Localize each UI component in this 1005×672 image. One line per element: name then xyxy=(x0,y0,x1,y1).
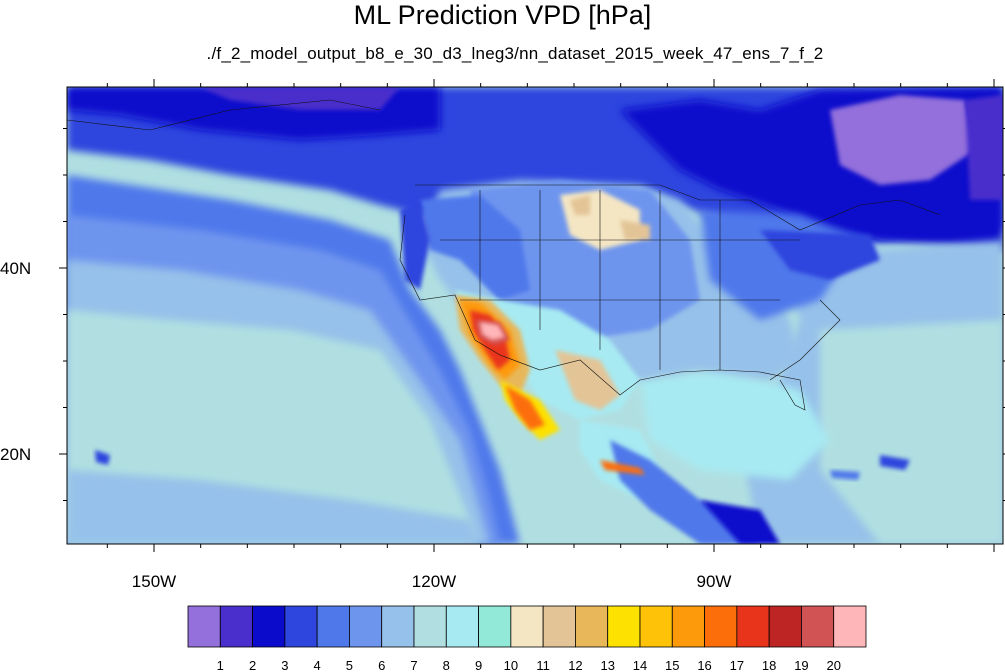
colorbar-label: 19 xyxy=(794,658,808,672)
colorbar-swatch xyxy=(478,605,512,648)
colorbar-label: 17 xyxy=(730,658,744,672)
colorbar-swatch xyxy=(187,605,221,648)
colorbar-label: 15 xyxy=(665,658,679,672)
colorbar-swatch xyxy=(736,605,770,648)
lat-tick-label: 40N xyxy=(0,259,31,278)
colorbar-label: 7 xyxy=(410,658,417,672)
colorbar-label: 4 xyxy=(314,658,321,672)
colorbar-swatch xyxy=(349,605,383,648)
colorbar-swatch xyxy=(704,605,738,648)
colorbar-swatch xyxy=(671,605,705,648)
colorbar-swatch xyxy=(252,605,286,648)
colorbar-swatch xyxy=(284,605,318,648)
axis-labels: 40N 20N 150W 120W 90W xyxy=(0,259,731,591)
colorbar-label: 2 xyxy=(249,658,256,672)
colorbar-label: 8 xyxy=(443,658,450,672)
colorbar-label: 11 xyxy=(536,658,550,672)
colorbar-label: 12 xyxy=(568,658,582,672)
colorbar-label: 6 xyxy=(378,658,385,672)
colorbar-label: 16 xyxy=(697,658,711,672)
boundary-lines xyxy=(67,99,941,411)
plot-subtitle: ./f_2_model_output_b8_e_30_d3_lneg3/nn_d… xyxy=(206,44,824,63)
colorbar-swatch xyxy=(316,605,350,648)
colorbar-swatch xyxy=(575,605,609,648)
colorbar-swatch xyxy=(413,605,447,648)
colorbar-swatch xyxy=(833,605,867,648)
colorbar: 1 2 3 4 5 6 7 8 9 10 11 12 13 14 15 16 17 18 19 20 xyxy=(187,605,867,672)
colorbar-swatch xyxy=(445,605,479,648)
colorbar-label: 10 xyxy=(504,658,518,672)
colorbar-swatch xyxy=(381,605,415,648)
axis-ticks xyxy=(59,79,1005,552)
colorbar-swatch xyxy=(542,605,576,648)
colorbar-swatch xyxy=(768,605,802,648)
colorbar-swatch xyxy=(801,605,835,648)
colorbar-swatch xyxy=(639,605,673,648)
lat-tick-label: 20N xyxy=(0,445,31,464)
colorbar-label: 9 xyxy=(475,658,482,672)
colorbar-swatch xyxy=(607,605,641,648)
colorbar-label: 20 xyxy=(826,658,840,672)
lon-tick-label: 90W xyxy=(697,572,732,591)
lon-tick-label: 120W xyxy=(412,572,456,591)
plot-title: ML Prediction VPD [hPa] xyxy=(353,0,652,30)
colorbar-label: 18 xyxy=(762,658,776,672)
colorbar-label: 1 xyxy=(217,658,224,672)
vpd-field xyxy=(67,87,1003,544)
colorbar-swatch xyxy=(510,605,544,648)
colorbar-label: 13 xyxy=(600,658,614,672)
colorbar-label: 3 xyxy=(281,658,288,672)
colorbar-label: 5 xyxy=(346,658,353,672)
colorbar-label: 14 xyxy=(633,658,647,672)
colorbar-swatch xyxy=(219,605,253,648)
lon-tick-label: 150W xyxy=(132,572,176,591)
